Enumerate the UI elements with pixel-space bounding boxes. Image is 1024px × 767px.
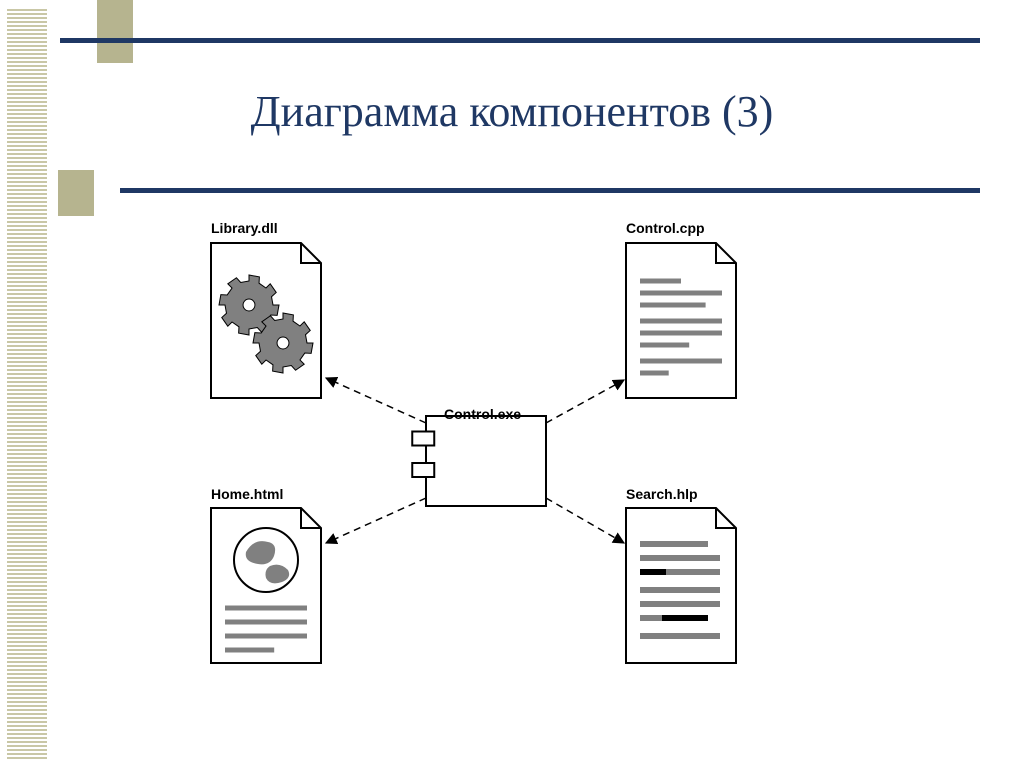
slide: Диаграмма компонентов (3) Library.dll Con… (0, 0, 1024, 767)
node-label-home: Home.html (211, 486, 283, 502)
accent-block-top (97, 0, 133, 63)
accent-block-mid (58, 170, 94, 216)
node-label-control_cpp: Control.cpp (626, 220, 705, 236)
node-label-control_exe: Control.exe (444, 406, 521, 422)
node-label-search: Search.hlp (626, 486, 698, 502)
slide-title: Диаграмма компонентов (3) (0, 86, 1024, 137)
rule-mid (120, 188, 980, 193)
component-diagram: Library.dll Control.cpp Home.html Search.hl… (136, 208, 896, 748)
diagram-canvas (136, 208, 896, 748)
rule-top (60, 38, 980, 43)
node-label-library: Library.dll (211, 220, 278, 236)
